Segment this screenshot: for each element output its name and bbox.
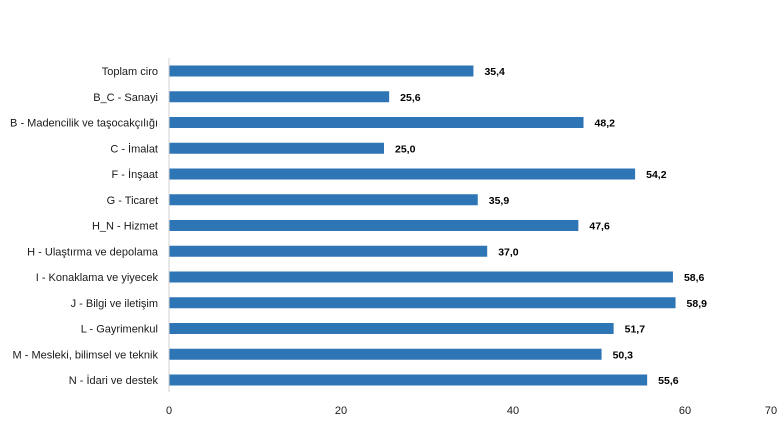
bar [169, 168, 636, 180]
value-label: 54,2 [646, 169, 667, 181]
value-label: 51,7 [625, 324, 646, 336]
bar [169, 245, 488, 257]
value-label: 50,3 [613, 349, 634, 361]
category-label: J - Bilgi ve iletişim [71, 298, 158, 310]
bar [169, 271, 673, 283]
value-label: 58,9 [687, 298, 708, 310]
category-label: N - İdari ve destek [69, 374, 159, 387]
bar [169, 65, 474, 77]
category-label: L - Gayrimenkul [81, 324, 158, 336]
bar [169, 220, 579, 231]
value-label: 58,6 [684, 272, 705, 284]
bar [169, 194, 478, 206]
x-tick-label: 40 [507, 405, 519, 417]
x-tick-label: 0 [166, 405, 172, 417]
value-label: 35,9 [489, 195, 510, 207]
bar [169, 348, 602, 360]
category-label: Toplam ciro [102, 66, 158, 78]
value-label: 35,4 [484, 66, 505, 78]
bar [169, 297, 676, 309]
category-label: F - İnşaat [112, 168, 158, 181]
category-label: H_N - Hizmet [92, 221, 158, 233]
category-label: I - Konaklama ve yiyecek [36, 272, 159, 284]
value-label: 25,6 [400, 92, 421, 104]
category-label: H - Ulaştırma ve depolama [27, 246, 159, 258]
bars [169, 65, 676, 386]
value-label: 48,2 [595, 118, 616, 130]
value-label: 47,6 [589, 221, 610, 233]
value-label: 25,0 [395, 143, 416, 155]
x-axis-ticks: 0 20 40 60 70 [166, 405, 777, 417]
bar [169, 323, 614, 334]
category-label: C - İmalat [110, 142, 158, 155]
category-label: B_C - Sanayi [93, 92, 158, 104]
value-label: 55,6 [658, 375, 679, 387]
x-tick-label: 20 [335, 405, 347, 417]
x-tick-label: 60 [679, 405, 691, 417]
bar [169, 142, 384, 154]
category-label: M - Mesleki, bilimsel ve teknik [13, 349, 159, 361]
category-labels: Toplam ciro B_C - Sanayi B - Madencilik ve… [10, 66, 159, 387]
category-label: G - Ticaret [107, 195, 158, 207]
x-tick-label: 70 [765, 405, 777, 417]
bar [169, 374, 648, 386]
bar [169, 117, 584, 128]
value-labels: 35,4 25,6 48,2 25,0 54,2 35,9 47,6 37,0 58,6 58,9… [395, 66, 707, 387]
bar [169, 91, 390, 103]
value-label: 37,0 [498, 246, 519, 258]
category-label: B - Madencilik ve taşocakçılığı [10, 118, 158, 130]
